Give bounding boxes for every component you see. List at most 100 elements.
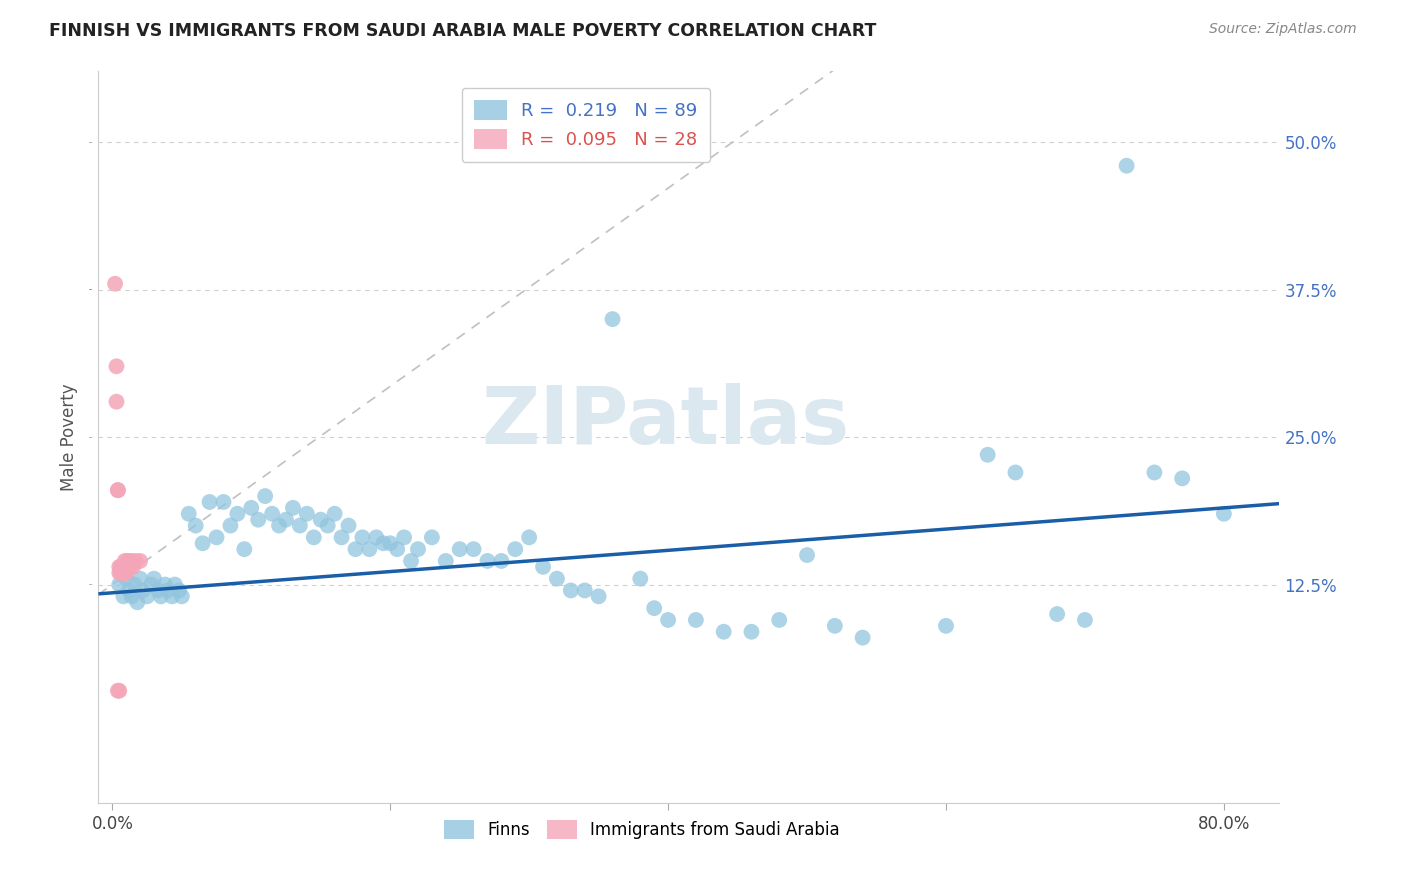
Point	[1143, 466, 1166, 480]
Point	[288, 518, 311, 533]
Point	[141, 577, 163, 591]
Point	[184, 518, 207, 533]
Point	[352, 530, 374, 544]
Point	[219, 518, 242, 533]
Point	[112, 566, 135, 580]
Point	[1115, 159, 1137, 173]
Point	[191, 536, 214, 550]
Point	[121, 554, 143, 568]
Point	[118, 554, 141, 568]
Point	[657, 613, 679, 627]
Point	[114, 566, 136, 580]
Point	[205, 530, 228, 544]
Point	[380, 536, 402, 550]
Point	[160, 590, 183, 604]
Point	[503, 542, 526, 557]
Point	[434, 554, 457, 568]
Point	[118, 583, 141, 598]
Point	[114, 554, 136, 568]
Point	[295, 507, 318, 521]
Point	[309, 513, 332, 527]
Point	[111, 566, 134, 580]
Point	[115, 572, 138, 586]
Point	[107, 483, 129, 498]
Point	[125, 554, 148, 568]
Point	[852, 631, 875, 645]
Point	[824, 619, 846, 633]
Point	[420, 530, 443, 544]
Point	[177, 507, 200, 521]
Point	[274, 513, 297, 527]
Legend: Finns, Immigrants from Saudi Arabia: Finns, Immigrants from Saudi Arabia	[437, 814, 846, 846]
Point	[602, 312, 624, 326]
Point	[330, 530, 353, 544]
Point	[373, 536, 395, 550]
Point	[132, 583, 155, 598]
Point	[117, 554, 139, 568]
Point	[121, 590, 143, 604]
Point	[146, 583, 169, 598]
Point	[1212, 507, 1234, 521]
Point	[107, 683, 129, 698]
Point	[1004, 466, 1026, 480]
Point	[110, 559, 132, 574]
Point	[359, 542, 381, 557]
Point	[267, 518, 290, 533]
Point	[685, 613, 707, 627]
Point	[110, 566, 132, 580]
Point	[136, 590, 159, 604]
Point	[198, 495, 221, 509]
Point	[1046, 607, 1069, 621]
Point	[122, 559, 145, 574]
Point	[643, 601, 665, 615]
Point	[108, 559, 131, 574]
Point	[167, 583, 190, 598]
Point	[344, 542, 367, 557]
Text: ZIPatlas: ZIPatlas	[481, 384, 849, 461]
Point	[316, 518, 339, 533]
Point	[740, 624, 762, 639]
Point	[170, 590, 193, 604]
Point	[935, 619, 957, 633]
Point	[153, 577, 176, 591]
Point	[399, 554, 422, 568]
Point	[463, 542, 485, 557]
Point	[156, 583, 179, 598]
Point	[120, 559, 142, 574]
Point	[302, 530, 325, 544]
Point	[226, 507, 249, 521]
Point	[108, 566, 131, 580]
Point	[574, 583, 596, 598]
Point	[240, 500, 263, 515]
Y-axis label: Male Poverty: Male Poverty	[60, 384, 79, 491]
Point	[115, 559, 138, 574]
Point	[233, 542, 256, 557]
Point	[163, 577, 186, 591]
Point	[491, 554, 513, 568]
Point	[713, 624, 735, 639]
Point	[560, 583, 582, 598]
Point	[117, 559, 139, 574]
Point	[392, 530, 415, 544]
Point	[129, 554, 152, 568]
Point	[143, 572, 166, 586]
Point	[108, 683, 131, 698]
Point	[254, 489, 277, 503]
Point	[104, 277, 127, 291]
Point	[976, 448, 998, 462]
Point	[796, 548, 818, 562]
Point	[105, 359, 128, 374]
Point	[281, 500, 304, 515]
Point	[111, 559, 134, 574]
Point	[406, 542, 429, 557]
Point	[262, 507, 284, 521]
Point	[149, 590, 172, 604]
Point	[112, 590, 135, 604]
Point	[323, 507, 346, 521]
Point	[1171, 471, 1194, 485]
Point	[247, 513, 270, 527]
Point	[477, 554, 499, 568]
Text: Source: ZipAtlas.com: Source: ZipAtlas.com	[1209, 22, 1357, 37]
Point	[546, 572, 568, 586]
Text: FINNISH VS IMMIGRANTS FROM SAUDI ARABIA MALE POVERTY CORRELATION CHART: FINNISH VS IMMIGRANTS FROM SAUDI ARABIA …	[49, 22, 876, 40]
